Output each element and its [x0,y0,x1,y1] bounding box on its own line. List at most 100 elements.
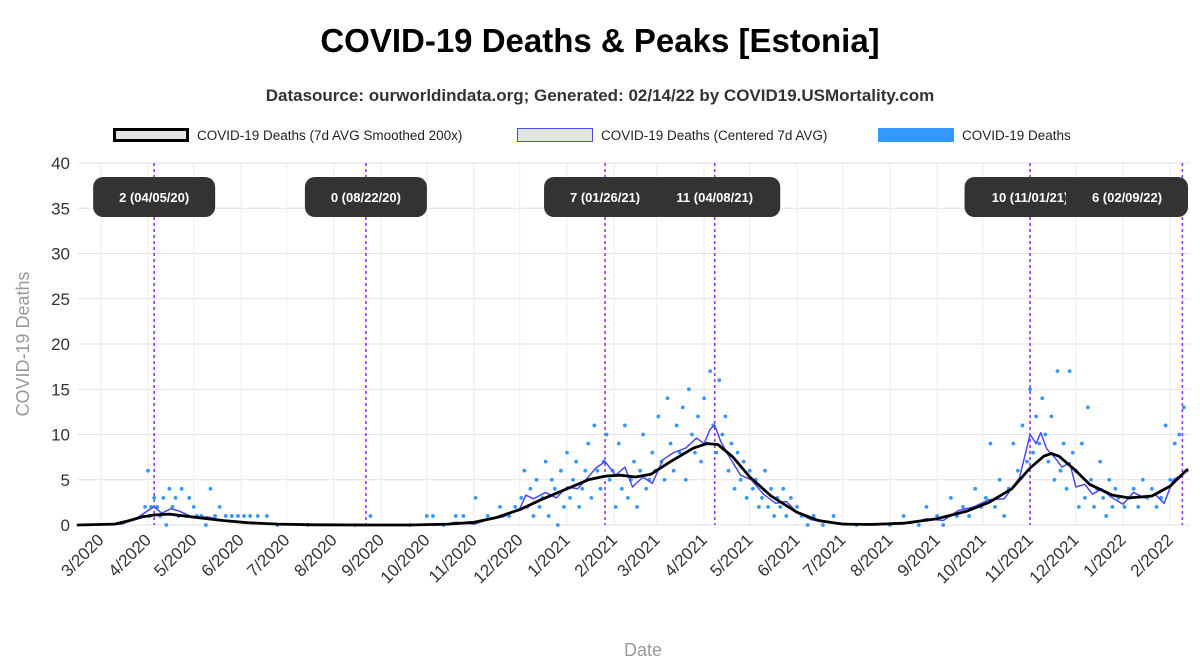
peak-label-box [93,177,216,217]
legend-swatch-centered [517,128,593,142]
x-tick-label: 10/2020 [377,530,434,587]
death-point [638,468,642,473]
death-point [1067,369,1072,374]
death-point [424,514,429,518]
death-point [1177,432,1182,437]
death-point [1101,495,1106,500]
death-point [236,514,240,518]
x-tick-label: 8/2021 [847,530,897,580]
death-point [1046,459,1051,464]
death-point [1168,477,1173,482]
death-point [242,514,246,518]
peak-label-box [964,177,1096,217]
death-point [935,514,940,518]
y-tick-label: 5 [61,471,70,490]
death-point [583,468,588,473]
death-point [555,523,560,527]
death-point [531,514,536,518]
death-point [635,505,639,509]
death-point [693,450,697,455]
x-tick-label: 6/2020 [198,530,248,580]
x-tick-label: 2/2021 [571,530,621,580]
death-point [683,477,688,482]
death-point [598,486,603,491]
death-point [769,486,773,491]
death-point [1104,514,1109,518]
peak-label-text: 2 (04/05/20) [119,190,189,205]
death-point [708,369,713,374]
death-point [1089,477,1093,482]
death-point [781,486,786,491]
death-point [1131,486,1136,491]
death-point [146,468,150,473]
death-point [741,459,746,464]
death-point [1150,486,1154,491]
death-point [537,505,542,509]
death-point [795,505,799,509]
death-point [1037,441,1042,446]
death-point [1172,441,1177,446]
death-point [607,477,612,482]
peak-label: 7 (01/26/21) [544,177,667,217]
legend-label-centered: COVID-19 Deaths (Centered 7d AVG) [601,127,828,143]
death-point [552,486,557,491]
peak-label-box [1066,177,1188,217]
peak-labels: 2 (04/05/20) 0 (08/22/20) 7 (01/26/21) 11 (… [93,177,1188,217]
death-point [170,505,175,509]
death-point [901,514,906,518]
death-point [820,523,825,527]
death-point [534,477,539,482]
death-point [948,495,953,500]
y-tick-label: 25 [51,290,70,309]
death-point [1031,450,1036,455]
death-point [720,432,725,437]
death-point [431,514,435,518]
death-point [592,423,597,428]
death-point [453,514,458,518]
death-point [1049,414,1054,419]
death-point [528,486,533,491]
death-point [784,514,789,518]
death-point [726,468,731,473]
death-point [1025,459,1029,464]
death-point [788,495,793,500]
x-tick-label: 3/2021 [613,530,663,580]
death-point [1061,441,1066,446]
death-point [650,450,655,455]
x-tick-label: 8/2020 [291,530,341,580]
death-point [1011,441,1016,446]
peak-label: 11 (04/08/21) [649,177,781,217]
death-point [161,495,166,500]
peak-label: 2 (04/05/20) [93,177,216,217]
chart-title: COVID-19 Deaths & Peaks [Estonia] [320,22,880,59]
legend-swatch-smoothed [113,128,189,142]
death-point [1107,477,1112,482]
grid [78,162,1190,526]
death-point [264,514,269,518]
death-point [179,486,184,491]
death-point [702,396,706,401]
death-point [668,441,673,446]
peak-label-box [649,177,781,217]
death-point [757,505,761,509]
legend-item-smoothed: COVID-19 Deaths (7d AVG Smoothed 200x) [113,124,462,146]
death-point [1034,414,1039,419]
death-point [680,405,685,410]
death-point [622,423,627,428]
death-point [941,523,946,527]
death-point [763,468,767,473]
death-point [729,441,734,446]
legend: COVID-19 Deaths (7d AVG Smoothed 200x) C… [0,124,1200,146]
death-point [778,505,783,509]
death-point [1028,387,1032,392]
legend-item-centered: COVID-19 Deaths (Centered 7d AVG) [517,124,827,146]
death-point [1040,396,1045,401]
death-point [571,477,575,482]
death-point [1058,468,1063,473]
death-point [735,450,740,455]
death-point [229,514,234,518]
x-tick-label: 1/2022 [1080,530,1130,580]
death-point [1043,432,1048,437]
death-point [522,468,527,473]
